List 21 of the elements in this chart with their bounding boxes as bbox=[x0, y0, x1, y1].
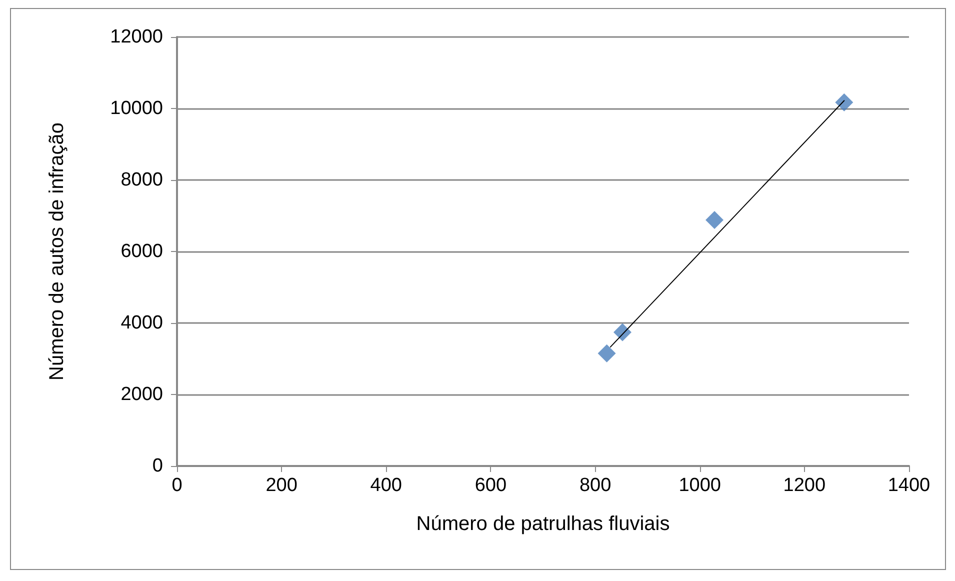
y-tick-label: 12000 bbox=[110, 26, 163, 48]
y-tick-label: 10000 bbox=[110, 98, 163, 119]
point bbox=[835, 93, 854, 112]
y-tick-label: 6000 bbox=[120, 241, 163, 262]
x-tick-label: 1400 bbox=[888, 475, 930, 496]
x-tick-label: 200 bbox=[266, 475, 298, 496]
y-tick-label: 0 bbox=[152, 456, 163, 476]
y-tick-label: 2000 bbox=[120, 384, 163, 405]
x-tick-label: 600 bbox=[474, 475, 507, 496]
x-tick-label: 400 bbox=[370, 475, 402, 496]
y-axis-title: Número de autos de infração bbox=[46, 122, 68, 380]
x-tick-label: 0 bbox=[172, 475, 182, 496]
point bbox=[613, 323, 632, 342]
x-tick-label: 1200 bbox=[783, 475, 826, 496]
point bbox=[705, 211, 724, 230]
x-tick-label: 800 bbox=[579, 475, 612, 496]
y-tick-label: 8000 bbox=[120, 170, 163, 190]
x-axis-title: Número de patrulhas fluviais bbox=[416, 513, 670, 535]
point bbox=[598, 344, 616, 362]
x-tick-label: 1000 bbox=[678, 475, 721, 496]
y-tick-label: 4000 bbox=[120, 312, 163, 334]
